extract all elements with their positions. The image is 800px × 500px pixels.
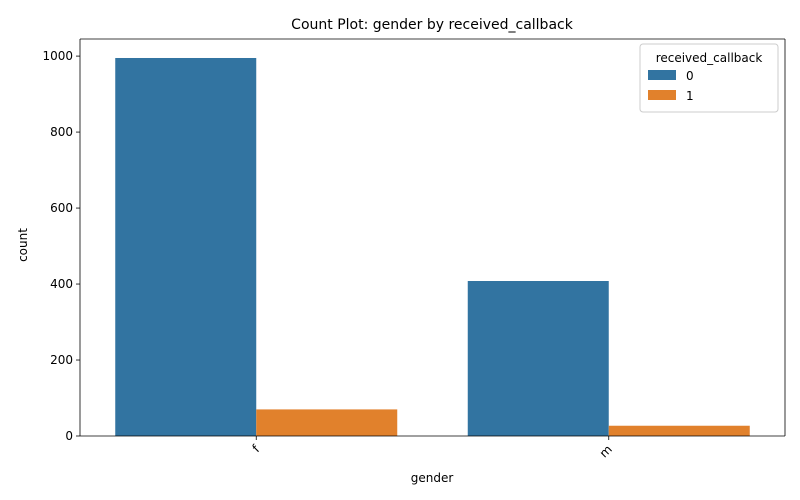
y-tick-label: 800: [50, 125, 73, 139]
legend-swatch: [648, 70, 676, 80]
legend-title: received_callback: [656, 51, 763, 65]
y-axis: 0 200 400 600 800 1000: [42, 39, 81, 443]
y-tick-label: 400: [50, 277, 73, 291]
x-tick-label: f: [249, 442, 262, 455]
y-tick-label: 1000: [42, 49, 73, 63]
legend-label: 0: [686, 69, 694, 83]
bar-f-series-1: [256, 409, 398, 436]
legend-swatch: [648, 90, 676, 100]
plot-area: [80, 38, 786, 437]
bar-f-series-0: [115, 57, 257, 437]
bar-m-series-1: [608, 425, 750, 436]
x-axis-label: gender: [411, 471, 454, 485]
legend-label: 1: [686, 89, 694, 103]
y-tick-label: 600: [50, 201, 73, 215]
y-tick-label: 0: [65, 429, 73, 443]
x-tick-label: m: [597, 442, 615, 460]
y-tick-label: 200: [50, 353, 73, 367]
y-axis-label: count: [16, 228, 30, 262]
chart-title: Count Plot: gender by received_callback: [291, 17, 574, 33]
bar-m-series-0: [467, 280, 609, 436]
legend: received_callback 0 1: [639, 43, 779, 113]
